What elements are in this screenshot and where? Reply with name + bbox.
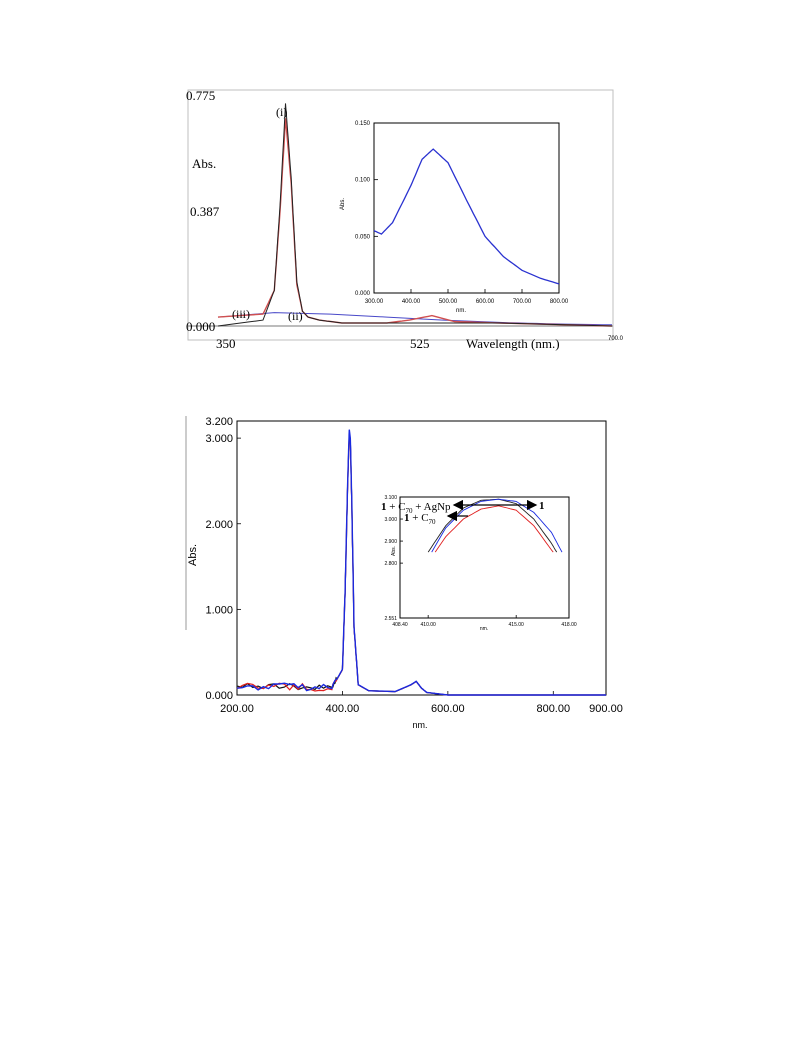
x-tick-label: 525 [410, 336, 430, 351]
figure-2-x-tick-label: 400.00 [326, 703, 360, 715]
figure-2: 3.200 3.000 2.000 1.000 0.000 200.00 400.00 60… [186, 416, 623, 730]
inset-2-x-tick-label: 408.40 [392, 622, 408, 628]
figure-2-x-tick-label: 600.00 [431, 703, 465, 715]
figure-2-inset: 3.1003.0002.9002.8002.551 408.40 410.00 41… [381, 495, 577, 632]
figure-2-y-tick-label: 0.000 [205, 690, 233, 702]
inset-1-x-tick-label: 700.00 [513, 299, 532, 305]
series-label-ii: (ii) [288, 309, 303, 323]
inset-2-y-axis-label: Abs. [391, 546, 397, 556]
figure-2-x-tick-label: 200.00 [220, 703, 254, 715]
figure-2-y-tick-label: 2.000 [205, 519, 233, 531]
inset-2-x-axis-label: nm. [480, 626, 488, 632]
x-axis-end-label: 700.0 [608, 336, 624, 342]
figure-2-y-tick-label: 3.000 [205, 433, 233, 445]
inset-1-frame [374, 123, 559, 293]
inset-2-x-tick-label: 418.00 [561, 622, 577, 628]
inset-2-x-tick-label: 410.00 [421, 622, 437, 628]
figure-2-x-tick-label: 800.00 [536, 703, 570, 715]
inset-1-x-axis-label: nm. [456, 308, 466, 314]
figure-1: 0.775 0.387 0.000 Abs. 350 525 Wavelengt… [186, 88, 624, 351]
y-axis-label: Abs. [192, 156, 216, 171]
figure-2-y-axis-label: Abs. [187, 544, 199, 566]
inset-1-y-axis-label: Abs. [340, 198, 346, 210]
inset-1-y-tick-label: 0.150 [355, 121, 371, 127]
figure-1-inset: 0.150 0.100 0.050 0.000 300.00 400.00 500.00 6… [340, 121, 569, 314]
series-label-iii: (iii) [232, 307, 250, 321]
figure-2-y-ticks: 3.200 3.000 2.000 1.000 0.000 [205, 416, 241, 702]
inset-1-y-tick-label: 0.100 [355, 178, 371, 184]
inset-2-label-1: 1 [539, 500, 545, 512]
inset-1-x-tick-label: 800.00 [550, 299, 569, 305]
x-axis-label: Wavelength (nm.) [466, 336, 560, 351]
figure-2-y-tick-label: 1.000 [205, 604, 233, 616]
figure-2-x-axis-label: nm. [412, 720, 427, 730]
series-label-i: (i) [276, 105, 287, 119]
inset-2-y-tick-label: 2.900 [384, 539, 397, 545]
inset-1-y-tick-label: 0.050 [355, 234, 371, 240]
inset-1-x-tick-label: 300.00 [365, 299, 384, 305]
inset-1-x-tick-label: 600.00 [476, 299, 495, 305]
inset-2-y-tick-label: 3.000 [384, 517, 397, 523]
y-tick-label: 0.387 [190, 204, 220, 219]
y-tick-label: 0.000 [186, 319, 215, 334]
inset-1-x-tick-label: 400.00 [402, 299, 421, 305]
figure-2-y-tick-label: 3.200 [205, 416, 233, 428]
inset-1-y-tick-label: 0.000 [355, 291, 371, 297]
inset-1-x-tick-label: 500.00 [439, 299, 458, 305]
figure-2-x-tick-label: 900.00 [589, 703, 623, 715]
y-tick-label: 0.775 [186, 88, 215, 103]
inset-2-y-tick-label: 2.800 [384, 561, 397, 567]
x-tick-label: 350 [216, 336, 236, 351]
inset-2-x-tick-label: 415.00 [509, 622, 525, 628]
